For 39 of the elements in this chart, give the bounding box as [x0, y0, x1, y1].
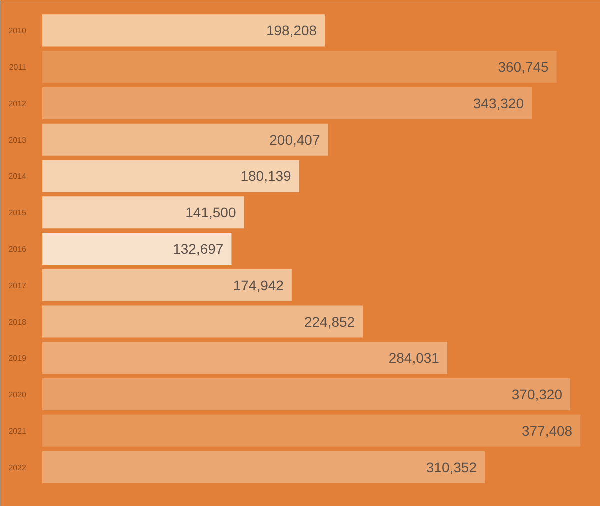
data-label: 180,139 — [240, 168, 292, 184]
bar — [42, 160, 300, 192]
bar — [42, 414, 581, 447]
bar — [42, 451, 485, 484]
y-tick-label: 2011 — [9, 63, 28, 72]
y-tick-label: 2010 — [8, 26, 28, 36]
data-label: 343,320 — [473, 95, 524, 112]
data-label: 360,745 — [498, 59, 550, 76]
bar — [42, 269, 292, 302]
data-label: 200,407 — [270, 132, 320, 148]
data-label: 284,031 — [388, 350, 440, 366]
y-tick-label: 2020 — [8, 390, 28, 400]
bar — [42, 342, 448, 374]
bar — [42, 87, 532, 120]
y-tick-label: 2019 — [8, 354, 28, 364]
y-tick-label: 2017 — [8, 281, 28, 290]
data-label: 141,500 — [186, 204, 236, 221]
y-tick-label: 2018 — [8, 318, 28, 327]
y-tick-label: 2015 — [8, 208, 28, 218]
y-tick-label: 2013 — [8, 136, 28, 145]
data-label: 370,320 — [512, 386, 563, 403]
data-label: 377,408 — [522, 422, 573, 439]
bar — [42, 196, 244, 229]
bar — [42, 14, 326, 47]
y-tick-label: 2014 — [8, 172, 28, 182]
bar — [42, 378, 570, 411]
y-tick-label: 2021 — [8, 426, 28, 436]
data-label: 224,852 — [304, 314, 356, 330]
y-tick-label: 2016 — [8, 245, 28, 254]
bar — [42, 232, 232, 266]
data-label: 198,208 — [266, 22, 318, 39]
y-tick-label: 2022 — [8, 463, 28, 472]
bar — [42, 124, 328, 156]
bar — [42, 51, 557, 84]
y-tick-label: 2012 — [8, 99, 28, 108]
data-label: 132,697 — [173, 241, 224, 257]
data-label: 310,352 — [426, 459, 478, 476]
data-label: 174,942 — [233, 277, 284, 294]
bar — [42, 306, 364, 338]
